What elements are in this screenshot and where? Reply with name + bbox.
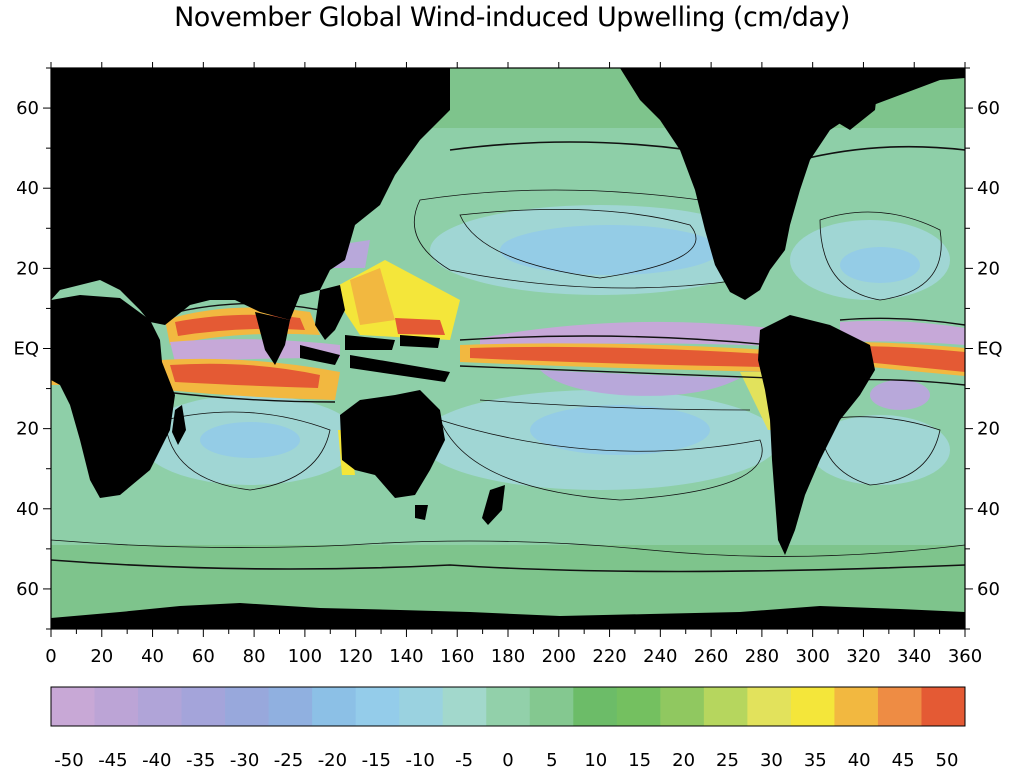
colorbar-swatch — [529, 687, 574, 726]
colorbar-swatch — [573, 687, 618, 726]
x-axis: 0 20 40 60 80 100 120 140 160 180 200 220 240 260 280 3… — [45, 62, 982, 667]
colorbar-label: -45 — [98, 750, 127, 768]
x-tick-label: 80 — [243, 646, 266, 667]
colorbar-frame — [50, 686, 966, 727]
x-tick-label: 360 — [948, 646, 982, 667]
x-tick-label: 340 — [897, 646, 931, 667]
colorbar-label: 5 — [546, 750, 557, 768]
colorbar-label: 20 — [672, 750, 695, 768]
colorbar-label: 0 — [502, 750, 513, 768]
contour-lines — [50, 141, 966, 573]
x-tick-label: 320 — [846, 646, 880, 667]
y-axis-right: 60 40 20 EQ 20 40 60 — [965, 67, 1003, 630]
colorbar-swatch — [790, 687, 835, 726]
colorbar-swatch — [877, 687, 922, 726]
x-tick-label: 100 — [288, 646, 322, 667]
colorbar: -50 -45 -40 -35 -30 -25 -20 -15 -10 -5 0 5 10 15 20 25 3… — [50, 686, 966, 768]
colorbar-swatch — [355, 687, 400, 726]
x-tick-label: 120 — [338, 646, 372, 667]
colorbar-swatch — [921, 687, 966, 726]
colorbar-label: -35 — [186, 750, 215, 768]
y-tick-label-left: 60 — [16, 98, 39, 119]
colorbar-swatch — [181, 687, 226, 726]
x-tick-label: 200 — [542, 646, 576, 667]
x-tick-label: 300 — [795, 646, 829, 667]
y-tick-label-right: EQ — [977, 339, 1003, 360]
colorbar-swatch — [834, 687, 879, 726]
y-tick-label-right: 60 — [977, 98, 1000, 119]
y-tick-label-left: 60 — [16, 579, 39, 600]
colorbar-swatch — [268, 687, 313, 726]
y-tick-label-left: 40 — [16, 499, 39, 520]
colorbar-label: -20 — [318, 750, 347, 768]
y-tick-label-right: 20 — [977, 419, 1000, 440]
y-tick-label-right: 60 — [977, 579, 1000, 600]
x-tick-label: 60 — [192, 646, 215, 667]
colorbar-swatch — [660, 687, 705, 726]
colorbar-label: 45 — [892, 750, 915, 768]
colorbar-label: -30 — [230, 750, 259, 768]
colorbar-label: 50 — [936, 750, 959, 768]
colorbar-label: 10 — [584, 750, 607, 768]
colorbar-swatch — [616, 687, 661, 726]
colorbar-swatch — [312, 687, 357, 726]
colorbar-swatch — [703, 687, 748, 726]
land-masses — [51, 68, 965, 629]
y-tick-label-left: 20 — [16, 258, 39, 279]
colorbar-label: 35 — [804, 750, 827, 768]
y-axis-left: 60 40 20 EQ 20 40 60 — [13, 67, 51, 630]
x-tick-label: 280 — [745, 646, 779, 667]
y-tick-label-right: 40 — [977, 499, 1000, 520]
colorbar-label: -15 — [362, 750, 391, 768]
colorbar-swatch — [51, 687, 96, 726]
y-tick-label-right: 40 — [977, 178, 1000, 199]
colorbar-swatch — [399, 687, 444, 726]
x-tick-label: 140 — [389, 646, 423, 667]
colorbar-label: 15 — [628, 750, 651, 768]
y-tick-label-left: 40 — [16, 178, 39, 199]
y-tick-label-left: EQ — [13, 339, 39, 360]
colorbar-swatch — [225, 687, 270, 726]
colorbar-swatch — [747, 687, 792, 726]
colorbar-label: -25 — [274, 750, 303, 768]
colorbar-label: -50 — [54, 750, 83, 768]
colorbar-swatch — [442, 687, 487, 726]
colorbar-swatch — [138, 687, 183, 726]
colorbar-label: -10 — [405, 750, 434, 768]
colorbar-label: 25 — [716, 750, 739, 768]
map-title: November Global Wind-induced Upwelling (… — [174, 2, 850, 33]
x-tick-label: 180 — [491, 646, 525, 667]
x-tick-label: 240 — [643, 646, 677, 667]
x-tick-label: 20 — [90, 646, 113, 667]
y-tick-label-left: 20 — [16, 419, 39, 440]
x-tick-label: 220 — [592, 646, 626, 667]
x-tick-label: 0 — [45, 646, 56, 667]
colorbar-swatch — [486, 687, 531, 726]
colorbar-label: -40 — [142, 750, 171, 768]
x-tick-label: 260 — [694, 646, 728, 667]
x-tick-label: 40 — [141, 646, 164, 667]
x-tick-label: 160 — [440, 646, 474, 667]
colorbar-label: 40 — [848, 750, 871, 768]
colorbar-swatch — [94, 687, 139, 726]
y-tick-label-right: 20 — [977, 258, 1000, 279]
colorbar-label: 30 — [760, 750, 783, 768]
colorbar-label: -5 — [455, 750, 473, 768]
